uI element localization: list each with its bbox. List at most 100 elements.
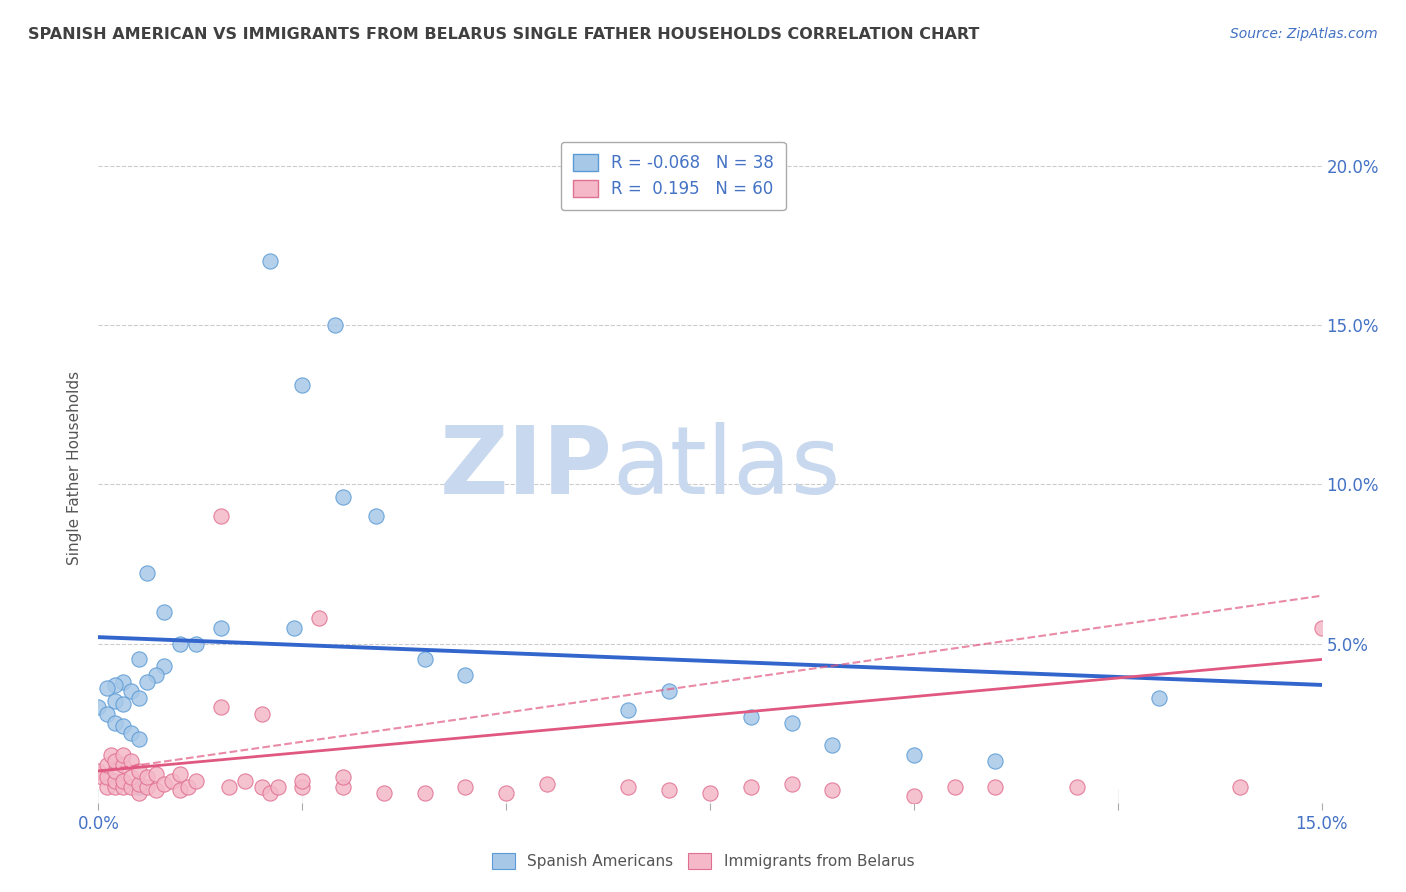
Point: [145, 783, 167, 797]
Point: [291, 780, 314, 794]
Point: [104, 780, 127, 794]
Point: [291, 773, 314, 788]
Point: [1147, 690, 1170, 705]
Point: [821, 739, 844, 753]
Point: [104, 764, 127, 778]
Point: [169, 636, 191, 650]
Legend: Spanish Americans, Immigrants from Belarus: Spanish Americans, Immigrants from Belar…: [485, 847, 921, 875]
Point: [943, 780, 966, 794]
Point: [332, 490, 354, 504]
Point: [454, 668, 477, 682]
Point: [87, 764, 110, 778]
Point: [259, 786, 281, 800]
Point: [373, 786, 395, 800]
Point: [152, 605, 174, 619]
Point: [128, 764, 150, 778]
Point: [111, 747, 134, 762]
Point: [136, 770, 159, 784]
Point: [96, 780, 118, 794]
Point: [160, 773, 183, 788]
Point: [332, 780, 354, 794]
Point: [209, 621, 232, 635]
Point: [104, 773, 127, 788]
Point: [209, 700, 232, 714]
Point: [100, 747, 122, 762]
Point: [903, 789, 925, 804]
Point: [332, 770, 354, 784]
Point: [658, 684, 681, 698]
Point: [128, 732, 150, 747]
Point: [111, 780, 134, 794]
Point: [186, 773, 208, 788]
Point: [740, 710, 762, 724]
Point: [128, 777, 150, 791]
Point: [218, 780, 240, 794]
Point: [104, 716, 127, 731]
Point: [984, 755, 1007, 769]
Point: [413, 786, 436, 800]
Point: [495, 786, 517, 800]
Point: [186, 636, 208, 650]
Point: [209, 509, 232, 524]
Point: [145, 668, 167, 682]
Point: [152, 658, 174, 673]
Point: [111, 757, 134, 772]
Point: [136, 674, 159, 689]
Point: [308, 611, 330, 625]
Point: [128, 690, 150, 705]
Point: [120, 770, 142, 784]
Point: [364, 509, 387, 524]
Point: [128, 652, 150, 666]
Point: [699, 786, 721, 800]
Point: [120, 780, 142, 794]
Text: ZIP: ZIP: [439, 422, 612, 515]
Text: atlas: atlas: [612, 422, 841, 515]
Point: [1310, 621, 1333, 635]
Point: [169, 767, 191, 781]
Y-axis label: Single Father Households: Single Father Households: [67, 371, 83, 566]
Point: [250, 706, 273, 721]
Text: SPANISH AMERICAN VS IMMIGRANTS FROM BELARUS SINGLE FATHER HOUSEHOLDS CORRELATION: SPANISH AMERICAN VS IMMIGRANTS FROM BELA…: [28, 27, 980, 42]
Text: Source: ZipAtlas.com: Source: ZipAtlas.com: [1230, 27, 1378, 41]
Point: [145, 767, 167, 781]
Point: [233, 773, 256, 788]
Point: [1229, 780, 1251, 794]
Point: [821, 783, 844, 797]
Point: [96, 770, 118, 784]
Legend: R = -0.068   N = 38, R =  0.195   N = 60: R = -0.068 N = 38, R = 0.195 N = 60: [561, 142, 786, 211]
Point: [658, 783, 681, 797]
Point: [96, 757, 118, 772]
Point: [128, 780, 150, 794]
Point: [454, 780, 477, 794]
Point: [323, 318, 346, 332]
Point: [104, 755, 127, 769]
Point: [136, 780, 159, 794]
Point: [128, 786, 150, 800]
Point: [96, 706, 118, 721]
Point: [111, 697, 134, 711]
Point: [120, 725, 142, 739]
Point: [536, 777, 558, 791]
Point: [259, 254, 281, 268]
Point: [136, 566, 159, 581]
Point: [91, 770, 114, 784]
Point: [250, 780, 273, 794]
Point: [780, 777, 803, 791]
Point: [169, 783, 191, 797]
Point: [903, 747, 925, 762]
Point: [1066, 780, 1088, 794]
Point: [267, 780, 290, 794]
Point: [780, 716, 803, 731]
Point: [617, 780, 640, 794]
Point: [111, 773, 134, 788]
Point: [104, 694, 127, 708]
Point: [413, 652, 436, 666]
Point: [87, 700, 110, 714]
Point: [177, 780, 200, 794]
Point: [283, 621, 305, 635]
Point: [104, 678, 127, 692]
Point: [111, 674, 134, 689]
Point: [291, 378, 314, 392]
Point: [120, 755, 142, 769]
Point: [120, 684, 142, 698]
